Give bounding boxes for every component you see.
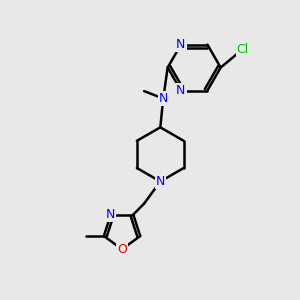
- Text: Cl: Cl: [237, 44, 249, 56]
- Text: N: N: [159, 92, 168, 105]
- Text: N: N: [156, 175, 165, 188]
- Text: N: N: [176, 38, 186, 51]
- Text: N: N: [106, 208, 116, 221]
- Text: N: N: [176, 84, 186, 97]
- Text: O: O: [117, 243, 127, 256]
